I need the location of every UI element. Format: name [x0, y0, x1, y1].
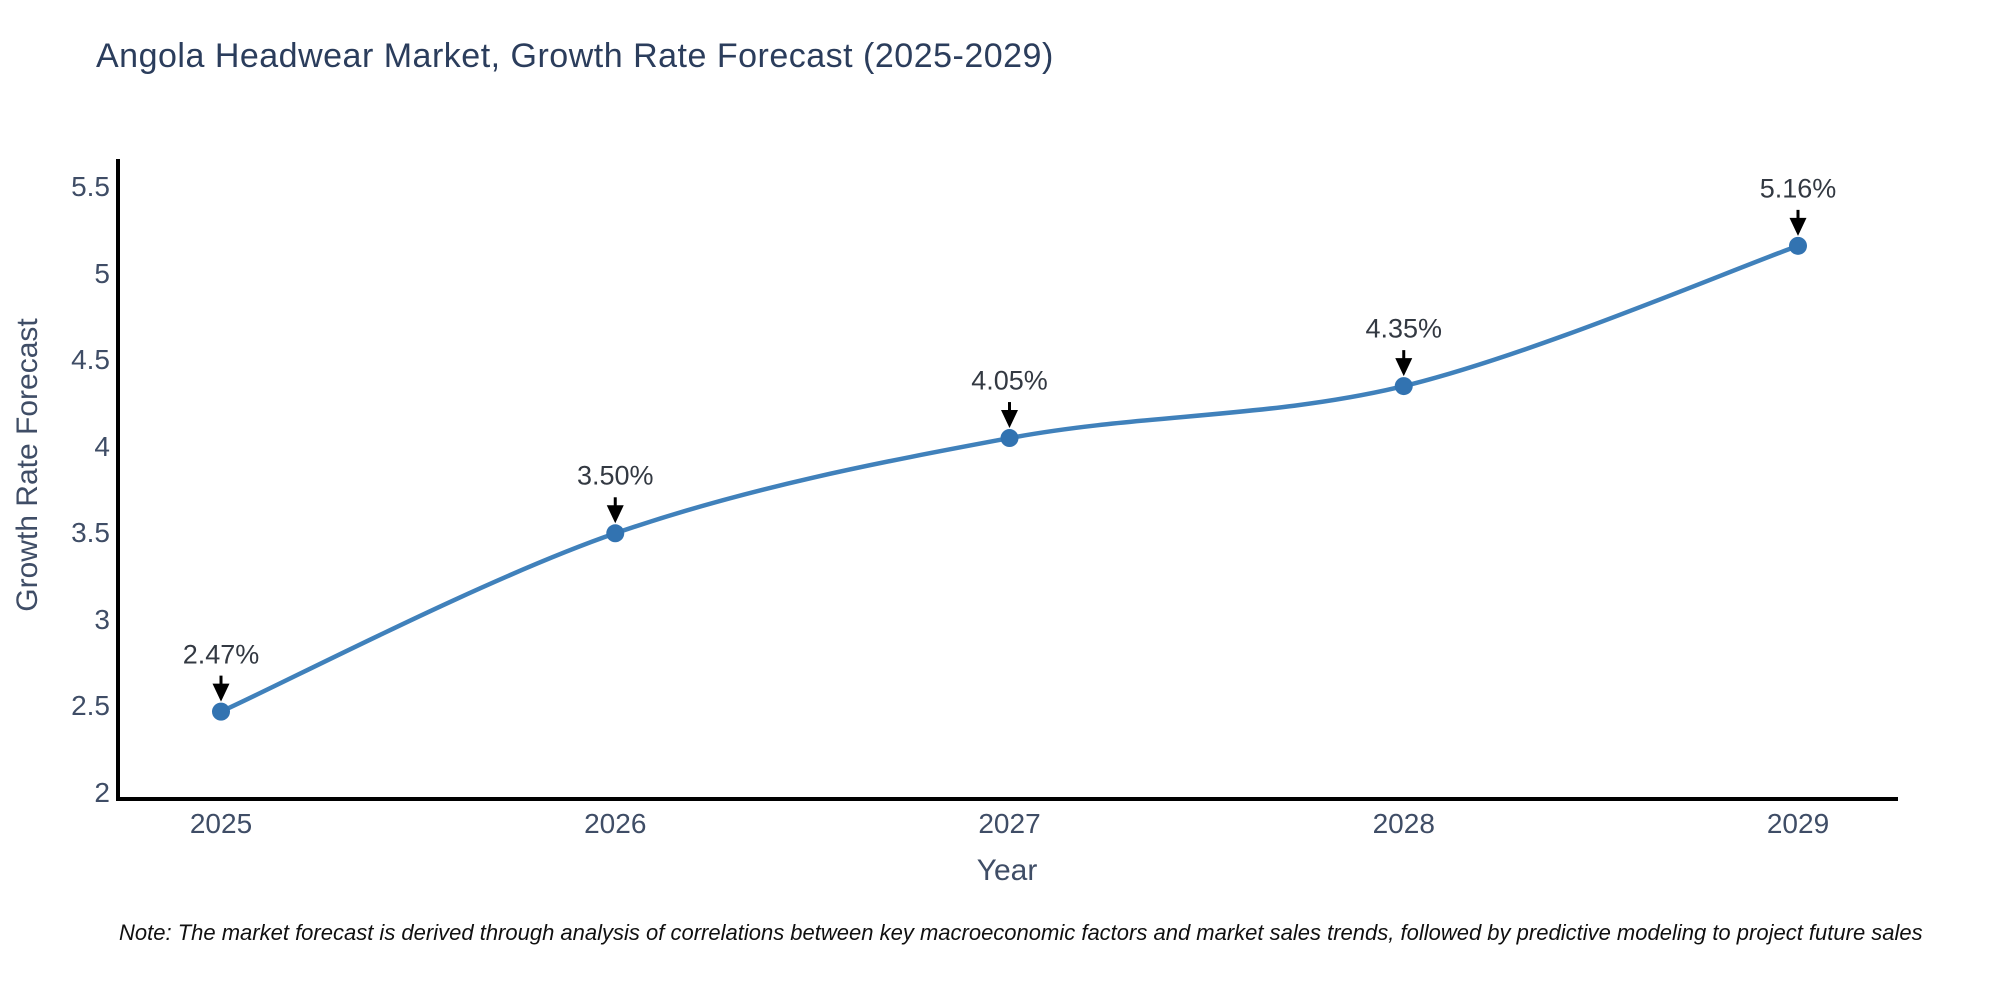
y-tick-label: 5 — [94, 257, 110, 289]
annotation-arrow-head — [606, 505, 624, 524]
y-tick-label: 2.5 — [71, 690, 110, 722]
y-tick-label: 2 — [94, 777, 110, 808]
x-tick-label: 2025 — [189, 808, 253, 839]
y-tick-label: 4 — [94, 430, 110, 462]
x-tick-label: 2026 — [584, 808, 647, 839]
data-point-2025 — [212, 702, 230, 721]
y-tick-label: 4.5 — [71, 344, 110, 376]
point-annotation: 2.47% — [182, 639, 260, 670]
x-tick-label: 2028 — [1372, 808, 1435, 839]
x-tick-label: 2029 — [1766, 808, 1830, 839]
x-tick-label: 2027 — [978, 808, 1041, 839]
chart-title: Angola Headwear Market, Growth Rate Fore… — [96, 37, 1054, 75]
y-tick-label: 5.5 — [71, 171, 110, 202]
y-tick-label: 3.5 — [71, 517, 110, 549]
annotation-arrow-head — [1395, 358, 1413, 377]
forecast-line — [218, 243, 1801, 714]
x-axis-title: Year — [976, 854, 1038, 887]
point-annotation: 4.05% — [971, 365, 1048, 396]
point-annotation: 5.16% — [1759, 173, 1837, 204]
data-point-2028 — [1394, 377, 1413, 396]
footnote: Note: The market forecast is derived thr… — [119, 920, 1923, 945]
data-point-2027 — [1000, 429, 1019, 448]
annotation-arrow-head — [212, 683, 230, 702]
annotation-arrow-head — [1001, 410, 1018, 429]
point-annotation: 3.50% — [576, 460, 654, 491]
y-tick-label: 3 — [94, 603, 110, 635]
point-annotation: 4.35% — [1365, 313, 1443, 344]
annotation-arrow-head — [1789, 217, 1807, 236]
data-point-2029 — [1789, 236, 1807, 255]
data-point-2026 — [606, 524, 625, 543]
